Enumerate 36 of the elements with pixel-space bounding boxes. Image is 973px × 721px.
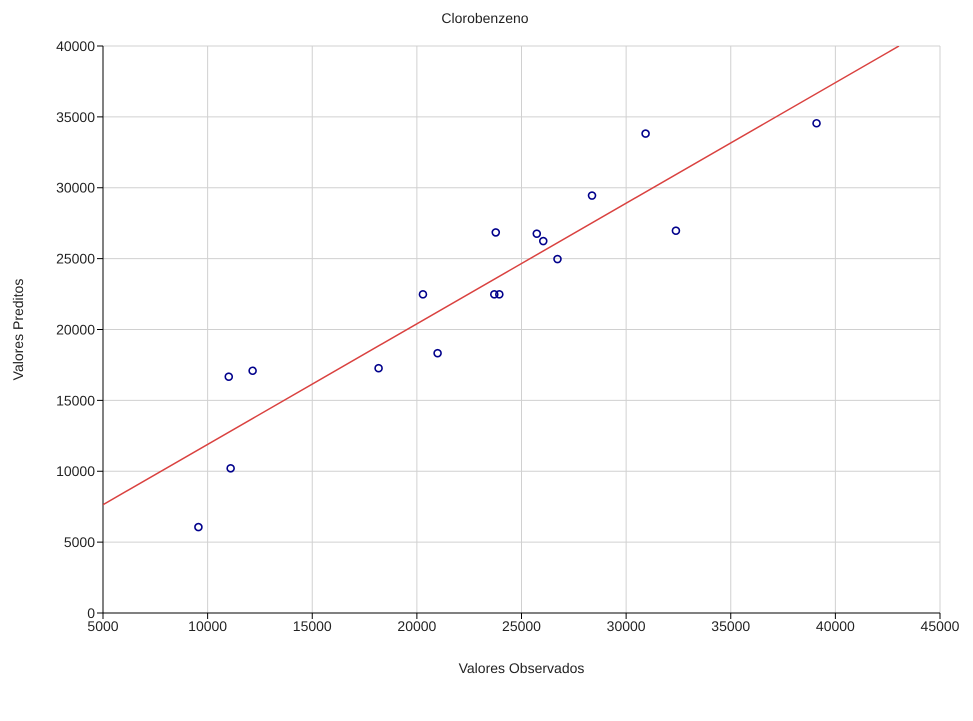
x-tick-label: 30000 bbox=[606, 618, 646, 634]
point bbox=[224, 372, 234, 382]
chart-title: Clorobenzeno bbox=[440, 10, 530, 26]
y-tick-label: 10000 bbox=[56, 463, 96, 480]
y-tick-label: 30000 bbox=[56, 180, 96, 196]
point bbox=[374, 364, 383, 372]
point bbox=[491, 228, 500, 237]
x-axis-title: Valores Observados bbox=[458, 660, 584, 676]
x-tick-label: 20000 bbox=[397, 618, 437, 634]
x-tick-label: 40000 bbox=[816, 618, 856, 634]
x-tick-label: 45000 bbox=[920, 618, 960, 634]
y-tick-label: 40000 bbox=[56, 38, 96, 54]
point bbox=[532, 229, 542, 238]
point bbox=[672, 226, 680, 235]
y-axis-title: Valores Preditos bbox=[10, 278, 26, 380]
point bbox=[490, 290, 499, 299]
y-tick-label: 25000 bbox=[56, 250, 96, 267]
y-tick-label: 20000 bbox=[56, 321, 96, 338]
point bbox=[248, 366, 257, 376]
point bbox=[588, 191, 596, 200]
point bbox=[433, 348, 442, 358]
x-tick-label: 15000 bbox=[292, 618, 332, 634]
x-tick-label: 25000 bbox=[502, 618, 542, 634]
point bbox=[553, 254, 562, 264]
y-tick-label: 5000 bbox=[64, 534, 96, 550]
point bbox=[641, 129, 650, 138]
point bbox=[495, 290, 504, 299]
point bbox=[226, 464, 235, 473]
y-tick-label: 35000 bbox=[56, 108, 96, 125]
point bbox=[812, 118, 821, 128]
y-tick-label: 15000 bbox=[56, 392, 96, 408]
x-tick-label: 35000 bbox=[711, 618, 750, 634]
point bbox=[418, 290, 428, 299]
x-tick-label: 10000 bbox=[188, 618, 228, 634]
point bbox=[538, 236, 548, 246]
point bbox=[194, 522, 203, 532]
